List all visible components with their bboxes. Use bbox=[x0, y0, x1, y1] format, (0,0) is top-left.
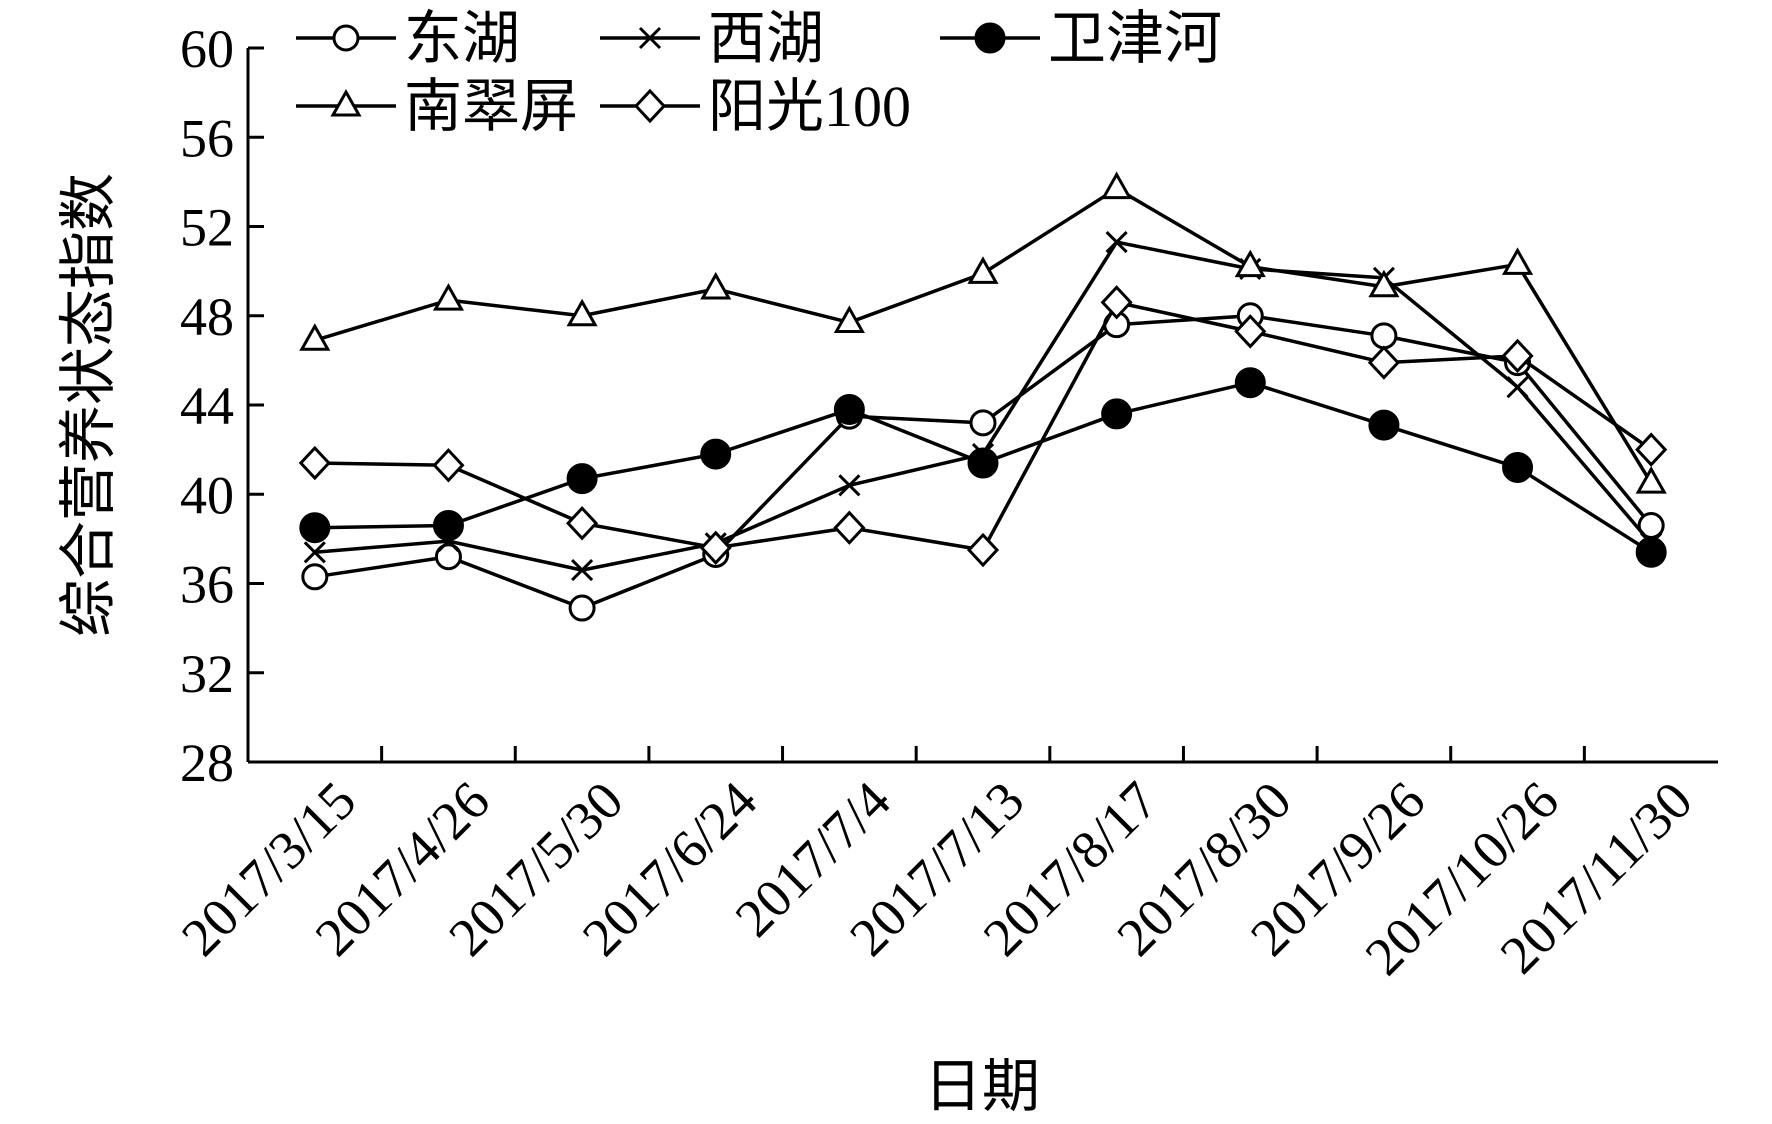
y-ticks: 28 32 36 40 44 48 52 56 60 bbox=[180, 19, 264, 793]
legend-label: 卫津河 bbox=[1048, 6, 1222, 71]
data-point bbox=[833, 305, 865, 333]
series-1 bbox=[303, 231, 1663, 582]
data-point bbox=[303, 541, 326, 564]
data-point bbox=[432, 448, 465, 483]
y-tick-label: 40 bbox=[180, 465, 234, 525]
data-point bbox=[566, 298, 598, 327]
y-tick-label: 48 bbox=[180, 287, 234, 347]
data-point bbox=[1101, 171, 1133, 200]
legend-item: 东湖 bbox=[296, 6, 520, 71]
data-point bbox=[301, 563, 329, 591]
series-line bbox=[314, 186, 1653, 485]
data-point bbox=[298, 445, 331, 481]
data-point bbox=[1635, 432, 1668, 467]
data-point bbox=[700, 271, 732, 300]
y-tick-label: 60 bbox=[180, 19, 234, 79]
series-line bbox=[314, 240, 1653, 572]
data-point bbox=[432, 509, 464, 541]
data-point bbox=[571, 559, 594, 582]
legend-marker bbox=[332, 24, 360, 52]
legend-item: 西湖 bbox=[600, 6, 824, 71]
data-point bbox=[833, 510, 866, 545]
data-point bbox=[838, 474, 861, 497]
x-axis-title: 日期 bbox=[924, 1054, 1040, 1119]
x-ticks: 2017/3/152017/4/262017/5/302017/6/242017… bbox=[170, 746, 1704, 986]
legend-marker bbox=[330, 88, 362, 117]
y-tick-label: 56 bbox=[180, 108, 234, 168]
legend-label: 东湖 bbox=[404, 6, 520, 71]
y-tick-label: 36 bbox=[180, 555, 234, 615]
data-point bbox=[432, 283, 465, 311]
legend-label: 南翠屏 bbox=[404, 74, 578, 139]
legend-marker bbox=[638, 26, 662, 50]
data-point bbox=[1234, 367, 1266, 399]
data-point bbox=[700, 438, 732, 470]
series-2 bbox=[299, 367, 1667, 568]
data-point bbox=[1501, 247, 1534, 275]
data-point bbox=[833, 393, 865, 425]
data-point bbox=[1506, 376, 1529, 399]
data-point bbox=[1234, 249, 1266, 278]
legend-item: 卫津河 bbox=[940, 6, 1222, 71]
data-point bbox=[967, 447, 999, 479]
data-point bbox=[1501, 338, 1534, 374]
y-tick-label: 32 bbox=[180, 644, 234, 704]
legend-label: 阳光100 bbox=[708, 74, 911, 139]
data-point bbox=[967, 256, 999, 284]
data-point bbox=[1101, 398, 1133, 430]
data-point bbox=[566, 506, 599, 541]
legend-item: 南翠屏 bbox=[296, 74, 578, 139]
axes bbox=[246, 48, 1718, 764]
legend-item: 阳光100 bbox=[600, 74, 911, 139]
legend-marker bbox=[974, 22, 1006, 54]
data-point bbox=[1635, 536, 1667, 568]
data-point bbox=[969, 409, 997, 437]
data-point bbox=[568, 594, 596, 622]
data-point bbox=[1100, 285, 1133, 320]
legend-label: 西湖 bbox=[708, 6, 824, 71]
series-layer bbox=[298, 171, 1668, 622]
data-point bbox=[1502, 451, 1534, 483]
data-point bbox=[699, 530, 732, 565]
data-point bbox=[1368, 409, 1400, 441]
data-point bbox=[299, 512, 331, 544]
data-point bbox=[966, 532, 1000, 568]
data-point bbox=[1234, 314, 1267, 349]
data-point bbox=[1105, 231, 1128, 254]
data-point bbox=[1370, 322, 1398, 350]
data-point bbox=[1635, 466, 1667, 494]
data-point bbox=[1367, 345, 1400, 380]
series-3 bbox=[299, 171, 1667, 494]
y-tick-label: 52 bbox=[180, 198, 234, 258]
data-point bbox=[434, 543, 462, 571]
series-4 bbox=[298, 285, 1668, 568]
data-point bbox=[1368, 269, 1400, 298]
y-axis-title: 综合营养状态指数 bbox=[56, 173, 121, 637]
y-tick-label: 44 bbox=[180, 376, 234, 436]
data-point bbox=[566, 463, 598, 495]
data-point bbox=[299, 323, 331, 351]
y-tick-label: 28 bbox=[180, 733, 234, 793]
legend-marker bbox=[633, 88, 667, 124]
